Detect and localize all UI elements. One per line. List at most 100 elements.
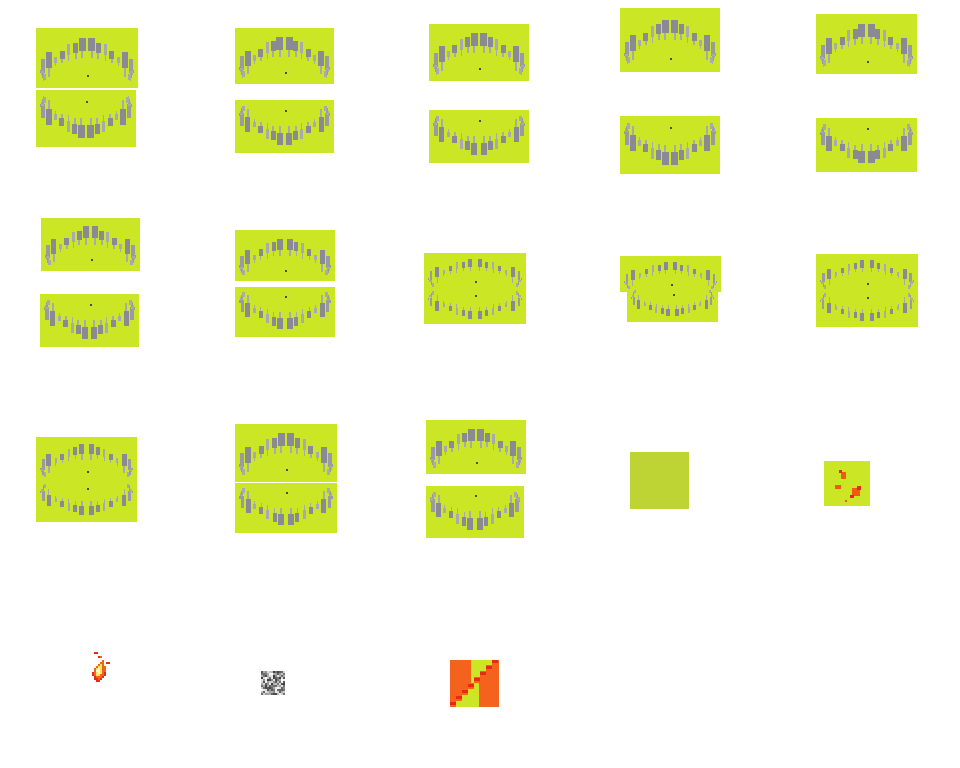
crowd-figure (480, 142, 487, 155)
crowd-figure-stalk (489, 136, 492, 142)
crowd-edge-fleck (823, 60, 827, 67)
crowd-figure (467, 517, 474, 530)
noise-pixel (277, 679, 279, 681)
pattern-pixel (481, 673, 482, 674)
crowd-edge-fleck (42, 470, 45, 475)
pattern-pixel (473, 672, 474, 673)
crowd-figure-stalk (470, 440, 473, 448)
center-marker-dot (866, 127, 869, 130)
crowd-figure-stalk (58, 312, 60, 316)
crowd-figure (258, 311, 263, 319)
noise-texture-thumbnail[interactable] (261, 671, 285, 695)
noise-pixel (273, 675, 275, 677)
crowd-figure-stalk (638, 137, 640, 141)
pattern-pixel (476, 670, 477, 671)
sparse-blob-thumbnail[interactable] (824, 461, 870, 506)
crowd-figure (821, 272, 825, 282)
crowd-figure-stalk (493, 444, 495, 451)
crowd-figure-stalk (688, 304, 690, 308)
crowd-figure (480, 32, 488, 46)
pattern-pixel (482, 672, 483, 673)
pattern-pixel (489, 666, 490, 667)
noise-pixel (267, 675, 269, 677)
pattern-pixel (471, 686, 472, 687)
center-marker-dot (89, 303, 92, 306)
pattern-pixel (484, 665, 485, 666)
pattern-pixel (473, 660, 474, 661)
pattern-pixel (489, 661, 490, 662)
pattern-pixel (493, 662, 494, 663)
crowd-figure (699, 140, 703, 147)
crowd-figure-stalk (301, 53, 303, 60)
pattern-pixel (477, 696, 478, 697)
pattern-pixel (466, 692, 467, 693)
crowd-figure-stalk (631, 50, 634, 60)
pattern-pixel (469, 703, 470, 704)
pattern-pixel (475, 670, 476, 671)
pattern-pixel (451, 703, 452, 704)
pattern-pixel (477, 670, 478, 671)
crowd-figure-stalk (884, 306, 886, 311)
pattern-pixel (452, 703, 453, 704)
pattern-pixel (468, 684, 469, 685)
pattern-pixel (472, 686, 473, 687)
crowd-figure (498, 266, 502, 272)
crowd-figure-stalk (54, 110, 56, 114)
pattern-pixel (490, 661, 491, 662)
pattern-pixel (470, 702, 471, 703)
crowd-figure (821, 44, 826, 59)
pattern-pixel (482, 664, 483, 665)
center-marker-dot (285, 269, 287, 272)
crowd-figure (484, 309, 488, 316)
solid-green-thumbnail[interactable] (630, 452, 689, 509)
crowd-figure-stalk (309, 453, 312, 458)
crowd-figure (681, 308, 685, 315)
crowd-figure (508, 131, 512, 137)
pattern-pixel (477, 698, 478, 699)
crowd-figure-stalk (479, 440, 482, 448)
pattern-pixel (465, 698, 466, 699)
crowd-figure-stalk (68, 55, 70, 62)
pattern-pixel (471, 700, 472, 701)
pattern-pixel (450, 703, 451, 704)
pattern-pixel (479, 670, 480, 671)
fire-pixel (102, 672, 104, 674)
scene-panel-top (41, 218, 140, 271)
crowd-figure (98, 325, 104, 335)
crowd-figure-stalk (638, 294, 640, 300)
fire-pixel (98, 680, 100, 682)
diagonal-pattern-thumbnail[interactable] (450, 660, 499, 707)
noise-pixel (265, 677, 267, 679)
fire-pixel (100, 662, 102, 664)
pattern-pixel (490, 660, 491, 661)
pattern-pixel (468, 691, 469, 692)
crowd-figure (265, 129, 269, 140)
pattern-pixel (450, 704, 451, 705)
pattern-pixel (476, 665, 477, 666)
pattern-pixel (478, 679, 479, 680)
pattern-pixel (459, 706, 460, 707)
pattern-pixel (462, 705, 463, 706)
pattern-pixel (477, 684, 478, 685)
crowd-figure (294, 316, 299, 326)
crowd-edge-fleck (39, 467, 42, 470)
pattern-pixel (478, 668, 479, 669)
crowd-figure (319, 303, 325, 318)
crowd-figure (847, 30, 851, 42)
pattern-pixel (472, 662, 473, 663)
crowd-figure-stalk (68, 456, 70, 461)
pattern-pixel (475, 680, 476, 681)
pattern-pixel (495, 662, 496, 663)
pattern-pixel (474, 701, 475, 702)
crowd-figure (46, 244, 51, 258)
crowd-figure (46, 52, 53, 69)
crowd-edge-fleck (906, 124, 910, 131)
crowd-edge-fleck (713, 297, 715, 300)
pattern-pixel (468, 685, 469, 686)
pattern-pixel (480, 668, 481, 669)
crowd-edge-fleck (823, 284, 826, 289)
pattern-pixel (485, 661, 486, 662)
fire-sprite-thumbnail[interactable] (88, 652, 122, 694)
noise-pixel (273, 679, 275, 681)
pattern-pixel (469, 698, 470, 699)
